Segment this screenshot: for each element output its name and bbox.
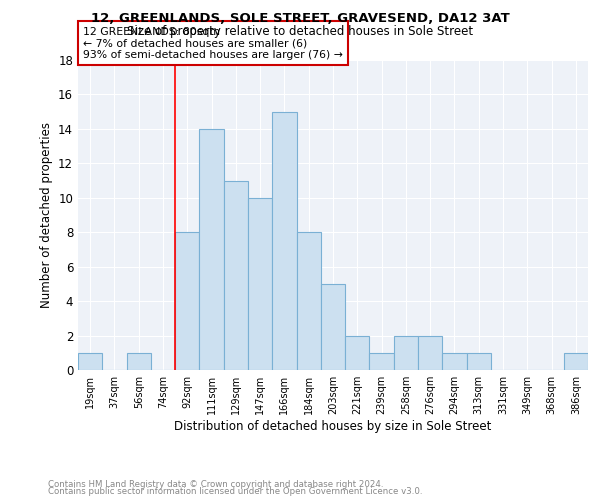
Text: Contains HM Land Registry data © Crown copyright and database right 2024.: Contains HM Land Registry data © Crown c… <box>48 480 383 489</box>
Bar <box>564 353 588 370</box>
Bar <box>296 232 321 370</box>
X-axis label: Distribution of detached houses by size in Sole Street: Distribution of detached houses by size … <box>175 420 491 433</box>
Text: Size of property relative to detached houses in Sole Street: Size of property relative to detached ho… <box>127 25 473 38</box>
Bar <box>394 336 418 370</box>
Bar <box>321 284 345 370</box>
Bar <box>224 180 248 370</box>
Bar <box>442 353 467 370</box>
Bar <box>175 232 199 370</box>
Bar <box>345 336 370 370</box>
Bar <box>248 198 272 370</box>
Text: 12, GREENLANDS, SOLE STREET, GRAVESEND, DA12 3AT: 12, GREENLANDS, SOLE STREET, GRAVESEND, … <box>91 12 509 26</box>
Text: 12 GREENLANDS: 80sqm
← 7% of detached houses are smaller (6)
93% of semi-detache: 12 GREENLANDS: 80sqm ← 7% of detached ho… <box>83 27 343 60</box>
Bar <box>127 353 151 370</box>
Bar <box>370 353 394 370</box>
Bar <box>199 129 224 370</box>
Bar <box>467 353 491 370</box>
Bar <box>78 353 102 370</box>
Text: Contains public sector information licensed under the Open Government Licence v3: Contains public sector information licen… <box>48 487 422 496</box>
Bar <box>418 336 442 370</box>
Bar <box>272 112 296 370</box>
Y-axis label: Number of detached properties: Number of detached properties <box>40 122 53 308</box>
